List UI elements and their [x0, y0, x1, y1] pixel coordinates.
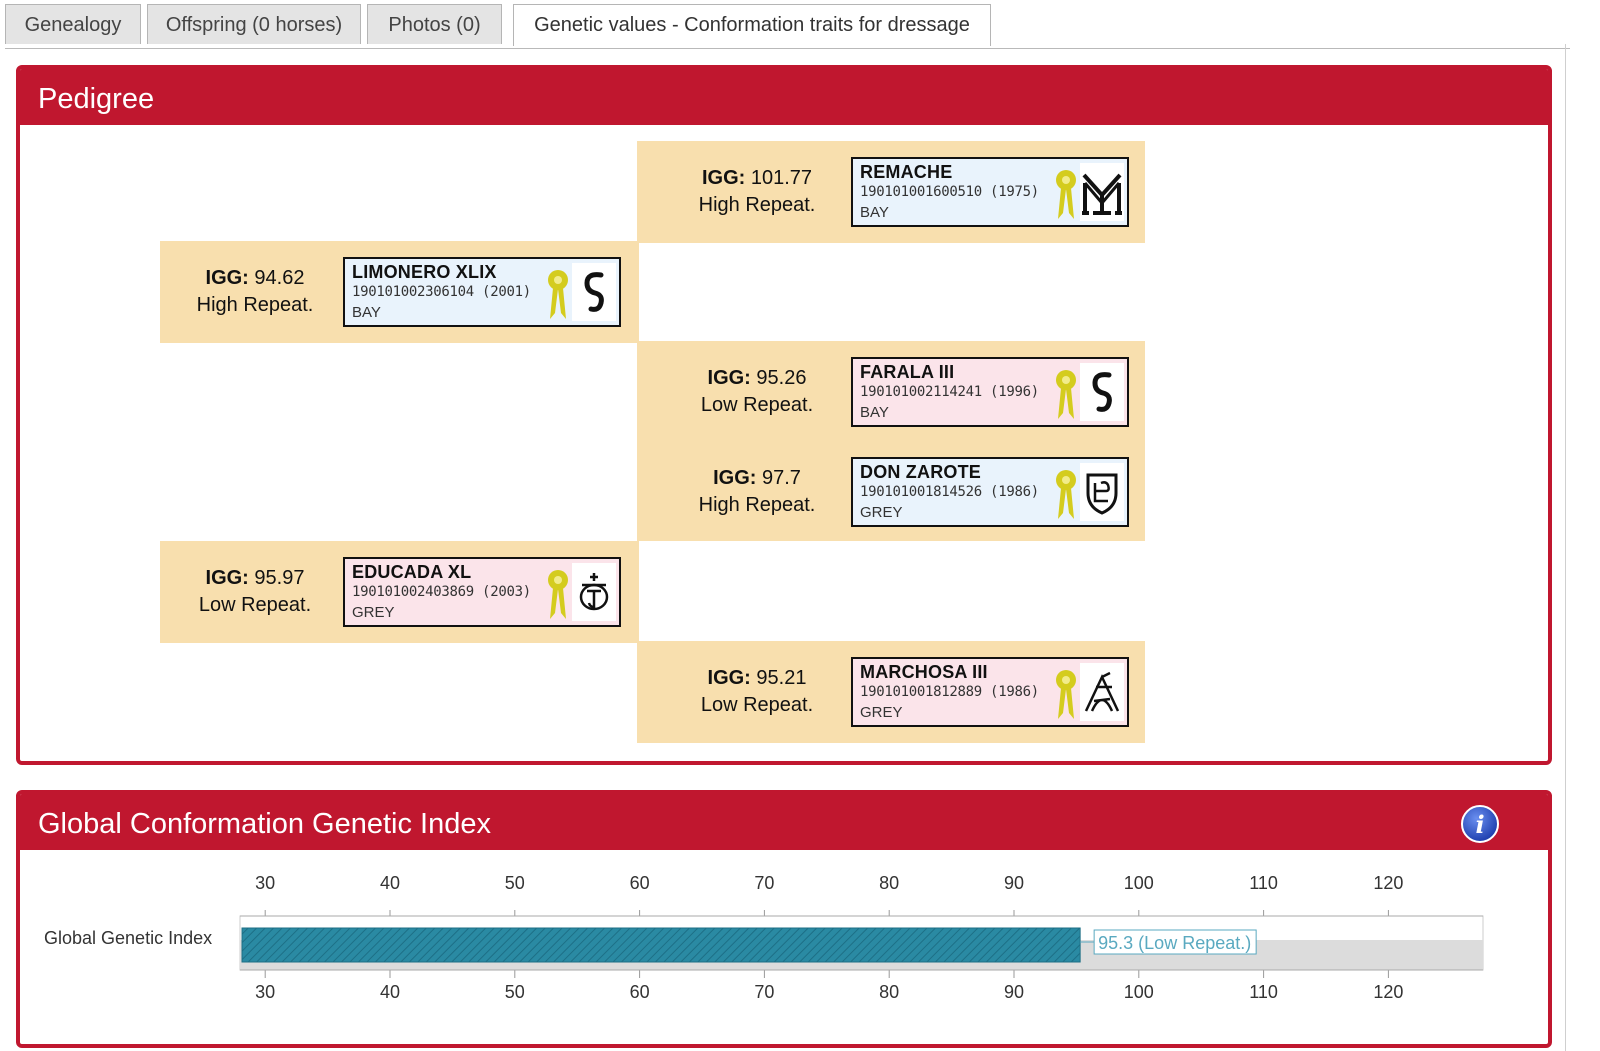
horse-card-farala-iii[interactable]: FARALA III 190101002114241 (1996) BAY [851, 357, 1129, 427]
horse-registration: 190101001814526 (1986) [860, 484, 1039, 500]
tab-genealogy[interactable]: Genealogy [5, 4, 141, 44]
pedigree-panel-title: Pedigree [20, 69, 1548, 125]
category-label: Global Genetic Index [44, 928, 212, 948]
igg-value: IGG: 94.62 High Repeat. [196, 267, 314, 316]
tick-label: 50 [505, 982, 525, 1002]
content-border [1565, 44, 1566, 1051]
pedigree-title: Pedigree [38, 83, 155, 115]
rosette-icon [1056, 670, 1076, 719]
horse-name[interactable]: LIMONERO XLIX [352, 262, 497, 282]
tick-label: 90 [1004, 982, 1024, 1002]
shield-brand-icon [1080, 463, 1124, 521]
s-brand-icon [572, 263, 616, 321]
genetic-index-panel-title: Global Conformation Genetic Index i [20, 794, 1548, 850]
horse-name[interactable]: REMACHE [860, 162, 953, 182]
data-label: 95.3 (Low Repeat.) [1098, 933, 1251, 953]
tick-label: 120 [1373, 982, 1403, 1002]
genetic-index-title: Global Conformation Genetic Index [38, 808, 491, 840]
tick-label: 100 [1124, 873, 1154, 893]
tick-label: 120 [1373, 873, 1403, 893]
horse-coat: BAY [860, 404, 889, 421]
tick-label: 70 [754, 982, 774, 1002]
rosette-icon [548, 270, 568, 319]
tick-label: 40 [380, 982, 400, 1002]
horse-card-don-zarote[interactable]: DON ZAROTE 190101001814526 (1986) GREY [851, 457, 1129, 527]
igg-value: IGG: 101.77 High Repeat. [698, 167, 816, 216]
genetic-index-panel: Global Conformation Genetic Index i 30 30… [16, 790, 1552, 1048]
pedigree-panel: Pedigree IGG: 101.77 High Repeat. REMACH… [16, 65, 1552, 765]
horse-name[interactable]: EDUCADA XL [352, 562, 472, 582]
horse-card-marchosa-iii[interactable]: MARCHOSA III 190101001812889 (1986) GREY [851, 657, 1129, 727]
tick-label: 40 [380, 873, 400, 893]
horse-card-limonero-xlix[interactable]: LIMONERO XLIX 190101002306104 (2001) BAY [343, 257, 621, 327]
horse-name[interactable]: DON ZAROTE [860, 462, 981, 482]
tab-bar-border [5, 48, 1570, 49]
tick-label: 100 [1124, 982, 1154, 1002]
tick-label: 110 [1249, 873, 1278, 893]
index-bar [241, 927, 1081, 963]
tick-label: 30 [255, 982, 275, 1002]
horse-card-educada-xl[interactable]: EDUCADA XL 190101002403869 (2003) GREY [343, 557, 621, 627]
horse-card-remache[interactable]: REMACHE 190101001600510 (1975) BAY [851, 157, 1129, 227]
rosette-icon [548, 570, 568, 619]
arch-brand-icon [1080, 663, 1124, 721]
horse-coat: GREY [860, 704, 903, 721]
tick-label: 60 [630, 982, 650, 1002]
horse-name[interactable]: MARCHOSA III [860, 662, 988, 682]
horse-registration: 190101002114241 (1996) [860, 384, 1039, 400]
info-icon[interactable]: i [1460, 804, 1500, 844]
svg-text:i: i [1475, 810, 1484, 839]
horse-coat: BAY [352, 304, 381, 321]
s-brand-icon [1080, 363, 1124, 421]
genetic-index-chart: 30 30 40 40 50 50 60 60 70 70 80 80 90 90 100 100 110 110… [20, 850, 1548, 1044]
index-chart-svg: 30 30 40 40 50 50 60 60 70 70 80 80 90 90 100 100 110 110… [44, 873, 1484, 1002]
igg-value: IGG: 95.21 Low Repeat. [700, 667, 814, 716]
tick-label: 80 [879, 982, 899, 1002]
tick-label: 90 [1004, 873, 1024, 893]
data-label-box [1093, 929, 1257, 955]
horse-name[interactable]: FARALA III [860, 362, 955, 382]
horse-coat: BAY [860, 204, 889, 221]
rosette-icon [1056, 470, 1076, 519]
tab-bar: Genealogy Offspring (0 horses) Photos (0… [5, 4, 1570, 49]
horse-registration: 190101001812889 (1986) [860, 684, 1039, 700]
tab-genetic-values[interactable]: Genetic values - Conformation traits for… [513, 4, 991, 46]
tab-offspring[interactable]: Offspring (0 horses) [147, 4, 361, 44]
tick-label: 50 [505, 873, 525, 893]
tick-label: 30 [255, 873, 275, 893]
igg-value: IGG: 95.97 Low Repeat. [198, 567, 312, 616]
horse-registration: 190101001600510 (1975) [860, 184, 1039, 200]
igg-value: IGG: 97.7 High Repeat. [698, 467, 816, 516]
horse-registration: 190101002403869 (2003) [352, 584, 531, 600]
horse-registration: 190101002306104 (2001) [352, 284, 531, 300]
horse-coat: GREY [860, 504, 903, 521]
tick-label: 80 [879, 873, 899, 893]
crown-t-brand-icon [572, 563, 616, 621]
tick-label: 60 [630, 873, 650, 893]
my-brand-icon [1080, 163, 1124, 221]
horse-coat: GREY [352, 604, 395, 621]
igg-value: IGG: 95.26 Low Repeat. [700, 367, 814, 416]
tick-label: 70 [754, 873, 774, 893]
rosette-icon [1056, 370, 1076, 419]
rosette-icon [1056, 170, 1076, 219]
tab-photos[interactable]: Photos (0) [367, 4, 502, 44]
tick-label: 110 [1249, 982, 1278, 1002]
